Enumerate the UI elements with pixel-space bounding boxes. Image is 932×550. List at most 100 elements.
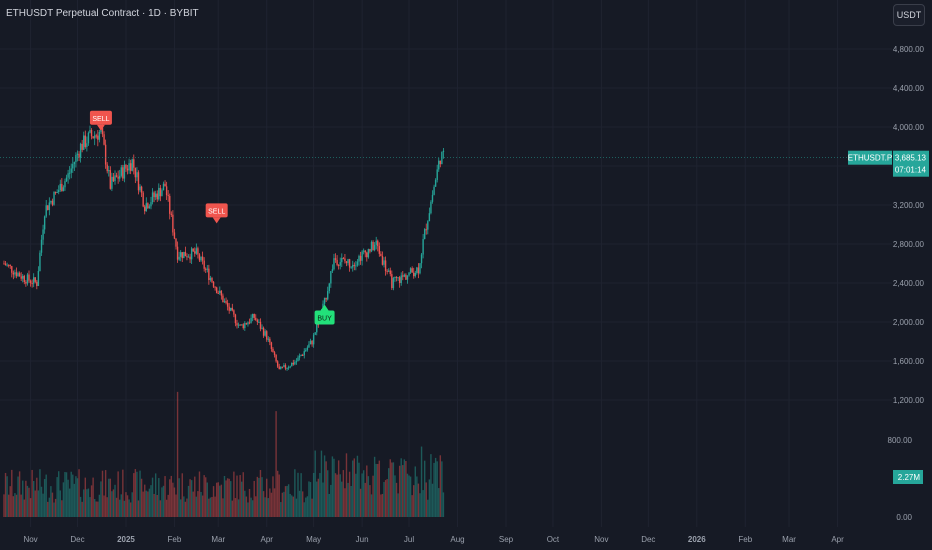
candles-group xyxy=(3,120,445,371)
candle-body xyxy=(258,321,260,323)
volume-bar xyxy=(23,499,26,517)
volume-bar xyxy=(403,459,406,517)
candle-body xyxy=(411,268,413,273)
candle-body xyxy=(405,274,407,280)
candle-body xyxy=(234,314,237,324)
volume-bar xyxy=(134,469,137,517)
candle-body xyxy=(223,301,226,303)
volume-bar xyxy=(230,481,232,517)
candle-body xyxy=(54,192,57,194)
candle-body xyxy=(222,295,224,303)
volume-bar xyxy=(201,495,204,517)
volume-bar xyxy=(219,485,221,517)
candle-body xyxy=(352,264,354,268)
candle-body xyxy=(255,317,257,321)
volume-bar xyxy=(434,457,437,517)
candle-body xyxy=(397,277,399,279)
price-tick-label: 4,000.00 xyxy=(893,123,925,132)
volume-bar xyxy=(276,470,279,517)
candle-body xyxy=(89,130,91,133)
x-tick-label: 2025 xyxy=(117,535,135,544)
x-tick-label: Oct xyxy=(547,535,560,544)
volume-bar xyxy=(164,476,166,517)
volume-bar xyxy=(76,478,79,517)
candle-body xyxy=(203,260,205,269)
volume-bar xyxy=(438,488,440,517)
volume-bar xyxy=(430,454,432,517)
candle-body xyxy=(244,323,246,328)
volume-bar xyxy=(328,493,330,517)
candle-body xyxy=(103,134,105,145)
volume-bar xyxy=(195,496,198,517)
candle-body xyxy=(115,175,118,177)
candle-body xyxy=(17,273,19,277)
volume-bar xyxy=(372,475,374,517)
price-tick-label: 4,400.00 xyxy=(893,84,925,93)
volume-bar xyxy=(428,479,431,517)
volume-bar xyxy=(322,482,324,517)
price-tick-label: 2,400.00 xyxy=(893,279,925,288)
volume-bar xyxy=(148,488,151,517)
candle-body xyxy=(123,164,126,179)
candle-body xyxy=(187,256,190,258)
candle-body xyxy=(189,256,191,260)
volume-bar xyxy=(377,463,379,517)
candle-body xyxy=(42,229,44,240)
candle-body xyxy=(31,283,33,285)
currency-button[interactable]: USDT xyxy=(893,4,925,26)
volume-bar xyxy=(112,489,115,517)
volume-bar xyxy=(36,477,38,517)
candle-body xyxy=(92,136,94,139)
candle-body xyxy=(206,268,208,270)
candle-body xyxy=(58,190,60,192)
sell-signal: SELL xyxy=(205,203,228,224)
volume-bar xyxy=(347,482,349,517)
volume-bar xyxy=(48,497,51,517)
volume-bar xyxy=(45,474,47,517)
volume-bar xyxy=(423,460,426,517)
volume-bar xyxy=(4,472,7,517)
candle-body xyxy=(433,186,435,195)
signal-box xyxy=(89,110,112,125)
volume-bar xyxy=(341,481,343,517)
candle-body xyxy=(43,216,46,230)
candle-body xyxy=(59,183,61,191)
volume-bar xyxy=(215,482,218,517)
volume-tick-label: 0.00 xyxy=(896,513,912,522)
volume-bar xyxy=(353,458,355,517)
candle-body xyxy=(76,153,79,156)
candle-body xyxy=(40,239,43,253)
volume-bar xyxy=(336,474,338,517)
candle-body xyxy=(7,264,10,266)
candle-body xyxy=(162,183,165,191)
price-tag-text: 3,685.13 xyxy=(895,154,927,163)
candle-body xyxy=(68,172,71,174)
volume-bar xyxy=(378,460,381,517)
candle-body xyxy=(380,253,382,256)
volume-bar xyxy=(251,500,254,517)
volume-bar xyxy=(86,489,88,517)
candle-body xyxy=(262,327,265,336)
candle-body xyxy=(309,340,312,345)
candle-body xyxy=(37,270,40,286)
volume-bar xyxy=(256,476,259,517)
candle-body xyxy=(158,187,160,200)
signal-label: SELL xyxy=(208,208,225,215)
candle-body xyxy=(112,176,115,182)
candle-body xyxy=(316,324,318,333)
volume-bar xyxy=(406,473,409,517)
volume-bar xyxy=(348,471,351,517)
volume-bar xyxy=(301,491,304,517)
volume-bar xyxy=(205,477,207,517)
candle-body xyxy=(259,321,262,329)
candle-body xyxy=(301,354,304,356)
volume-tag-box xyxy=(893,470,923,484)
candle-body xyxy=(366,252,368,258)
volume-bar xyxy=(247,502,249,517)
volume-bar xyxy=(173,487,176,517)
candle-body xyxy=(388,270,390,272)
volume-bar xyxy=(115,497,118,517)
volume-bar xyxy=(291,495,293,517)
candle-body xyxy=(294,362,296,365)
